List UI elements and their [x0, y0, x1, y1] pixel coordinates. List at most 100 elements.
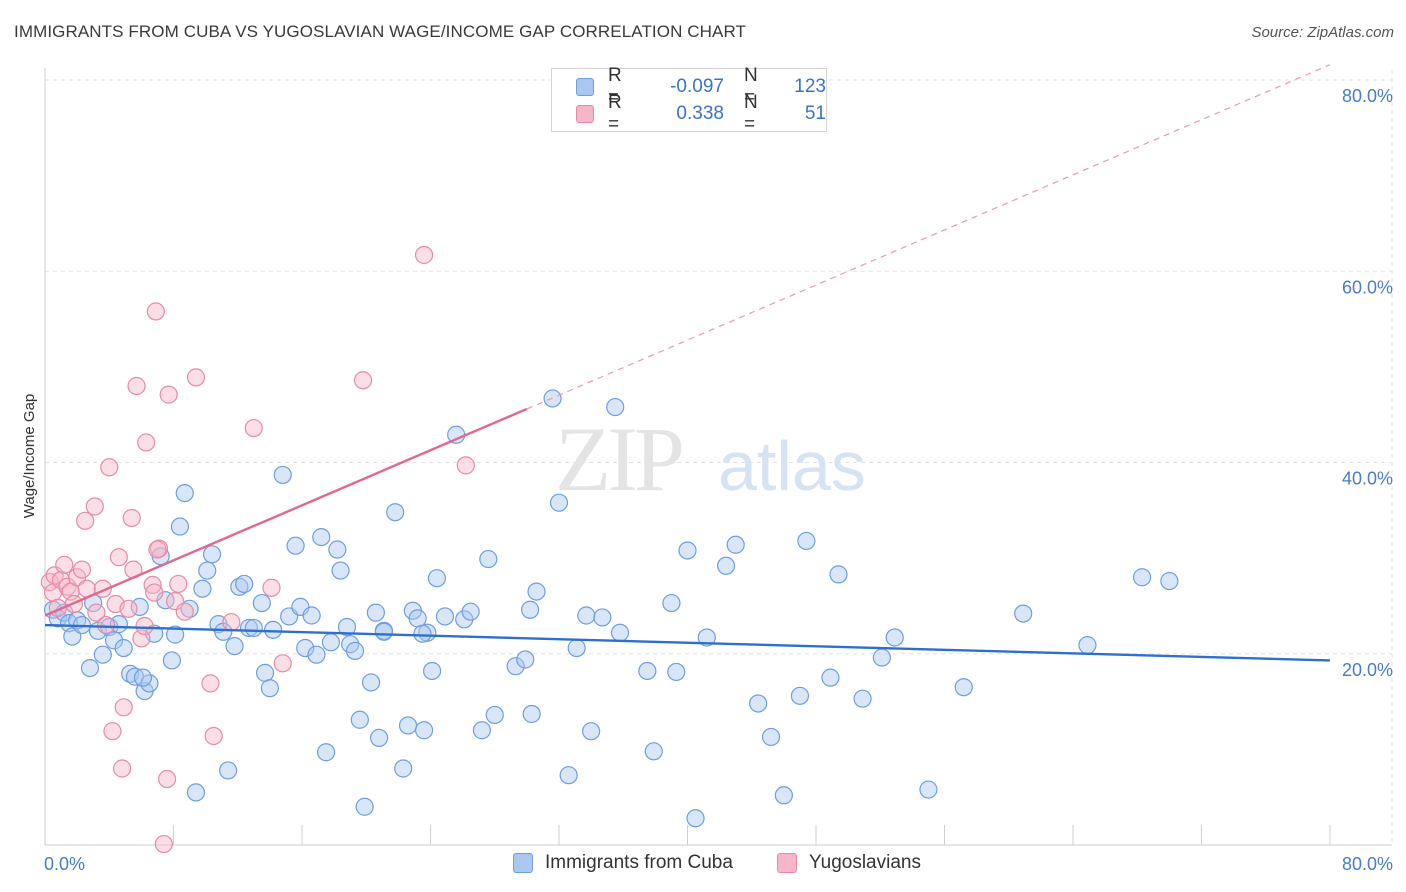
- legend-n-value: 51: [804, 103, 826, 124]
- point-yugoslavians: [148, 540, 167, 559]
- point-cuba: [593, 608, 612, 627]
- point-yugoslavians: [103, 722, 122, 741]
- point-cuba: [516, 650, 535, 669]
- point-cuba: [398, 716, 418, 735]
- point-cuba: [316, 743, 336, 762]
- point-cuba: [130, 597, 149, 616]
- point-yugoslavians: [204, 726, 223, 746]
- point-cuba: [829, 565, 848, 584]
- point-cuba: [726, 535, 745, 554]
- legend-row-yugoslavians: R = 0.338 N = 51: [576, 92, 826, 135]
- y-tick-label: 80.0%: [1342, 86, 1393, 106]
- point-yugoslavians: [186, 368, 206, 387]
- point-cuba: [1160, 571, 1179, 591]
- legend-swatch-cuba: [513, 853, 533, 873]
- legend-label-cuba: Immigrants from Cuba: [545, 852, 733, 873]
- legend-row-cuba: R = -0.097 N = 123: [576, 65, 826, 108]
- point-yugoslavians: [87, 603, 106, 622]
- source-label: Source: ZipAtlas.com: [1251, 24, 1394, 41]
- point-yugoslavians: [157, 769, 177, 789]
- chart-title: IMMIGRANTS FROM CUBA VS YUGOSLAVIAN WAGE…: [14, 22, 747, 41]
- point-yugoslavians: [112, 759, 132, 778]
- point-yugoslavians: [201, 674, 220, 693]
- point-cuba: [321, 633, 341, 652]
- point-cuba: [370, 728, 389, 748]
- point-cuba: [606, 397, 625, 417]
- point-cuba: [423, 661, 442, 681]
- point-cuba: [954, 678, 973, 697]
- point-yugoslavians: [55, 555, 74, 574]
- point-cuba: [1132, 568, 1152, 587]
- point-cuba: [252, 593, 271, 613]
- point-cuba: [337, 617, 357, 637]
- point-cuba: [414, 721, 434, 740]
- point-cuba: [374, 622, 394, 641]
- point-cuba: [686, 809, 705, 828]
- point-cuba: [175, 484, 194, 503]
- legend-item-yugoslavians[interactable]: Yugoslavians: [777, 852, 921, 874]
- point-cuba: [678, 541, 697, 560]
- point-cuba: [461, 602, 480, 621]
- point-cuba: [80, 658, 100, 678]
- point-cuba: [386, 503, 405, 522]
- x-tick-label-max: 80.0%: [1342, 854, 1393, 874]
- point-cuba: [821, 668, 840, 687]
- point-cuba: [559, 766, 578, 785]
- point-cuba: [219, 761, 238, 780]
- y-tick-label: 40.0%: [1342, 469, 1393, 489]
- legend-r-value: 0.338: [676, 103, 724, 124]
- point-yugoslavians: [76, 511, 95, 530]
- point-cuba: [761, 727, 781, 747]
- point-cuba: [697, 628, 716, 647]
- point-cuba: [235, 574, 254, 594]
- point-cuba: [296, 638, 315, 658]
- point-cuba: [472, 721, 491, 740]
- legend-r-label: R =: [607, 65, 622, 108]
- legend-r-value: -0.097: [670, 76, 724, 97]
- point-cuba: [885, 628, 904, 647]
- point-cuba: [522, 704, 541, 724]
- point-cuba: [180, 599, 199, 618]
- point-yugoslavians: [262, 578, 281, 597]
- watermark-zip: ZIP: [555, 408, 682, 510]
- legend-n-label: N =: [743, 92, 758, 135]
- legend-r-label: R =: [607, 92, 622, 135]
- point-yugoslavians: [96, 615, 116, 635]
- point-yugoslavians: [175, 602, 194, 621]
- legend-item-cuba[interactable]: Immigrants from Cuba: [513, 852, 733, 874]
- point-cuba: [644, 742, 663, 761]
- point-cuba: [104, 631, 124, 650]
- point-cuba: [567, 638, 586, 658]
- point-yugoslavians: [222, 613, 241, 632]
- point-cuba: [1078, 636, 1097, 655]
- point-yugoslavians: [353, 371, 373, 390]
- point-cuba: [350, 710, 369, 729]
- point-yugoslavians: [145, 583, 164, 602]
- point-cuba: [366, 603, 385, 622]
- point-cuba: [225, 636, 244, 656]
- point-cuba: [662, 593, 681, 613]
- point-cuba: [133, 668, 153, 687]
- point-yugoslavians: [85, 497, 104, 516]
- point-cuba: [170, 517, 190, 536]
- point-yugoslavians: [100, 458, 119, 477]
- point-yugoslavians: [127, 376, 146, 396]
- point-cuba: [331, 561, 350, 580]
- point-cuba: [527, 582, 546, 601]
- point-yugoslavians: [244, 418, 263, 438]
- point-cuba: [610, 623, 630, 642]
- trend-line-cuba: [44, 623, 1331, 662]
- trend-lines: [44, 64, 1331, 662]
- point-yugoslavians: [137, 433, 156, 452]
- point-yugoslavians: [122, 508, 141, 528]
- point-cuba: [435, 607, 455, 626]
- point-cuba: [312, 527, 331, 547]
- point-cuba: [716, 556, 736, 575]
- point-cuba: [506, 657, 525, 676]
- point-cuba: [162, 651, 181, 670]
- point-yugoslavians: [159, 385, 178, 404]
- point-cuba: [193, 579, 212, 598]
- trend-line-yugoslavians: [44, 407, 528, 617]
- point-yugoslavians: [456, 456, 475, 475]
- tick-labels: 20.0% 40.0% 60.0% 80.0% 0.0% 80.0%: [44, 86, 1393, 874]
